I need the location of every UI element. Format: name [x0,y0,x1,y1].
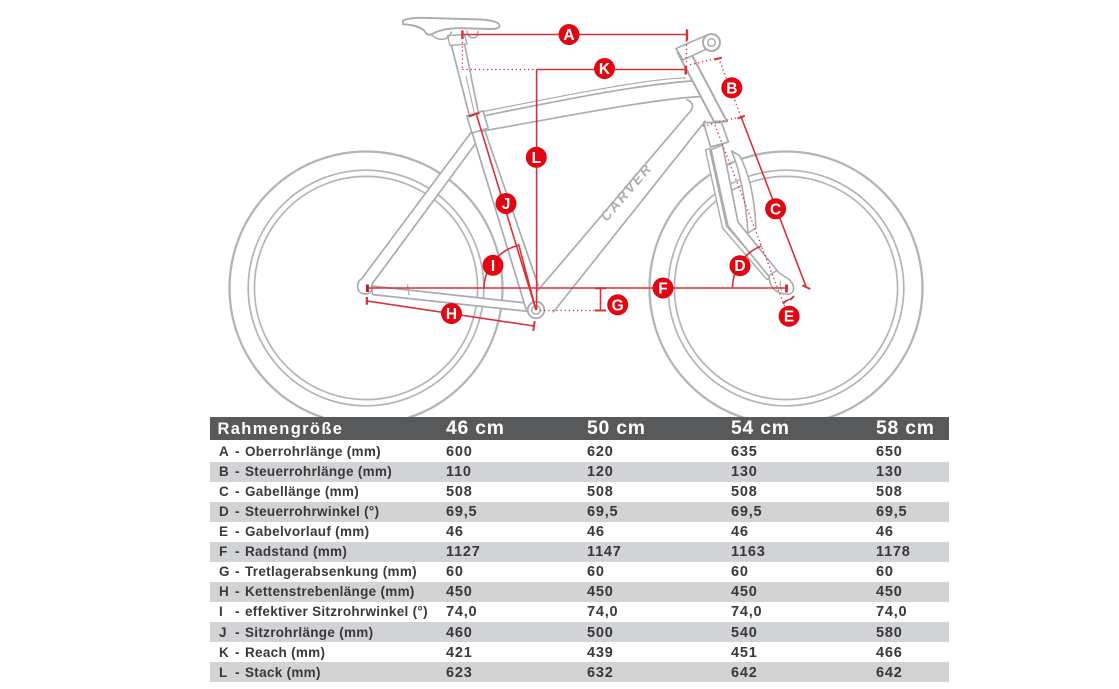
svg-text:H: H [446,306,457,323]
svg-text:E: E [784,309,794,326]
svg-text:I: I [491,258,495,275]
svg-text:J: J [502,196,511,213]
svg-text:D: D [734,258,745,275]
svg-text:K: K [599,61,611,78]
svg-text:G: G [612,297,624,314]
svg-text:A: A [563,27,574,44]
svg-text:F: F [658,281,667,298]
svg-text:B: B [726,80,737,97]
svg-text:C: C [770,201,781,218]
svg-text:L: L [532,150,541,167]
